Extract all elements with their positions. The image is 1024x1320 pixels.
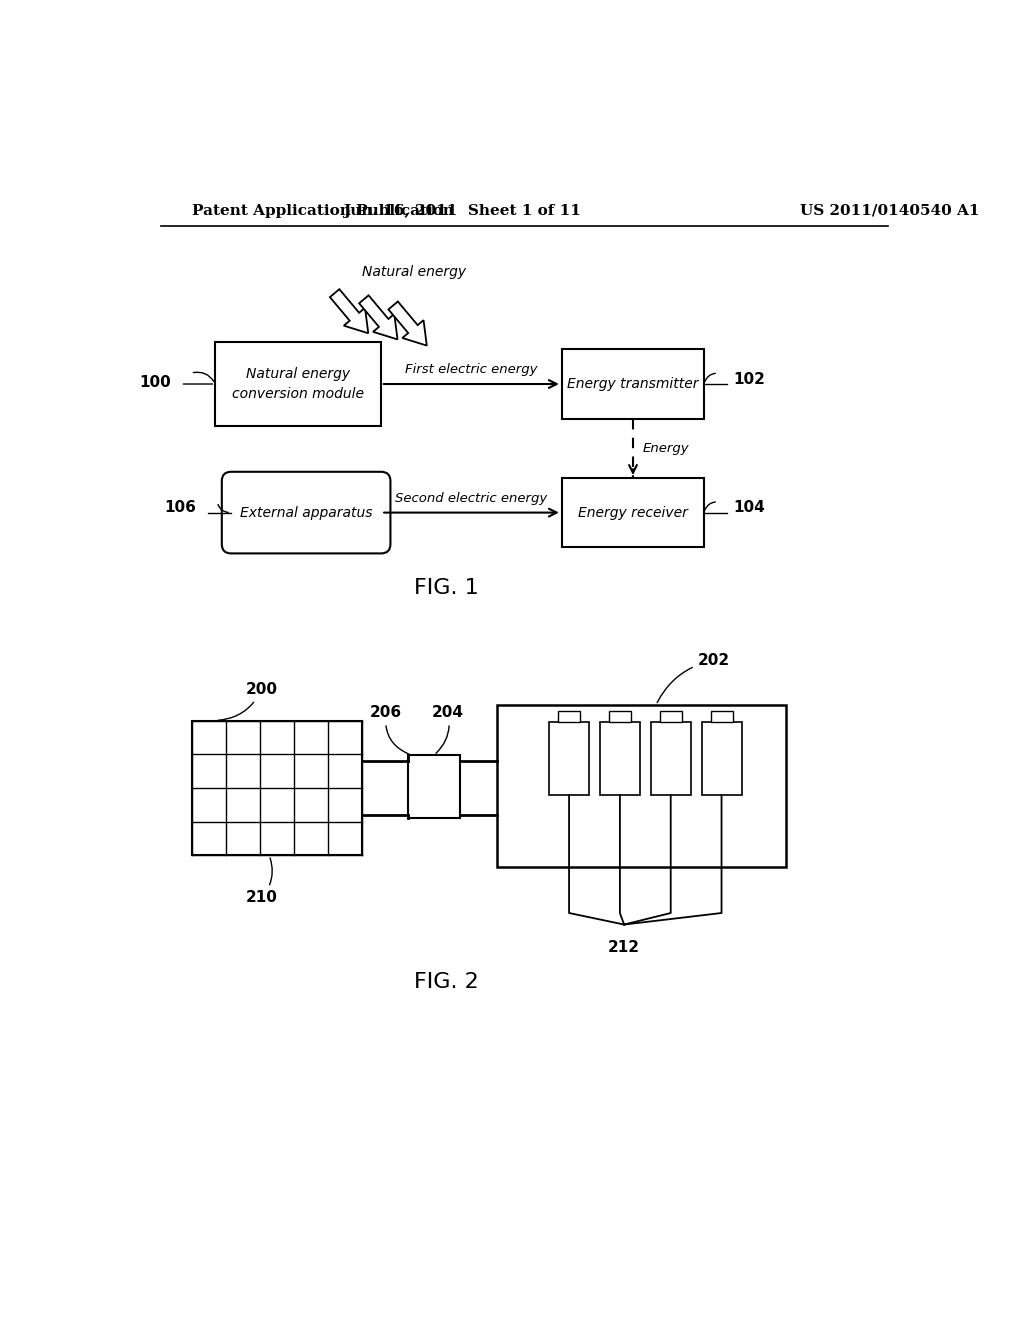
Bar bbox=[659, 711, 682, 722]
Bar bbox=[562, 350, 705, 418]
Bar bbox=[408, 755, 460, 818]
Text: Energy: Energy bbox=[642, 442, 689, 455]
Text: External apparatus: External apparatus bbox=[240, 506, 373, 520]
Text: FIG. 2: FIG. 2 bbox=[414, 973, 478, 993]
Text: 106: 106 bbox=[165, 500, 197, 516]
Bar bbox=[650, 722, 691, 795]
Text: Patent Application Publication: Patent Application Publication bbox=[193, 203, 455, 218]
Text: Energy transmitter: Energy transmitter bbox=[567, 378, 698, 391]
Text: US 2011/0140540 A1: US 2011/0140540 A1 bbox=[801, 203, 980, 218]
Bar bbox=[609, 711, 631, 722]
Polygon shape bbox=[330, 289, 369, 333]
Bar bbox=[497, 705, 785, 867]
Text: 104: 104 bbox=[733, 500, 765, 516]
FancyBboxPatch shape bbox=[222, 471, 390, 553]
Text: Natural energy
conversion module: Natural energy conversion module bbox=[232, 367, 365, 401]
Text: 100: 100 bbox=[139, 375, 171, 389]
Text: 200: 200 bbox=[218, 682, 278, 721]
Text: 202: 202 bbox=[657, 653, 730, 702]
Text: First electric energy: First electric energy bbox=[406, 363, 538, 376]
Text: Second electric energy: Second electric energy bbox=[395, 492, 548, 506]
Bar bbox=[701, 722, 741, 795]
Bar bbox=[558, 711, 580, 722]
Polygon shape bbox=[388, 301, 427, 346]
Text: FIG. 1: FIG. 1 bbox=[414, 578, 478, 598]
Bar bbox=[600, 722, 640, 795]
Text: 204: 204 bbox=[432, 705, 464, 754]
Bar bbox=[549, 722, 589, 795]
Bar bbox=[562, 478, 705, 548]
Bar bbox=[215, 342, 381, 426]
Text: 212: 212 bbox=[608, 940, 640, 954]
Bar bbox=[711, 711, 732, 722]
Text: Jun. 16, 2011  Sheet 1 of 11: Jun. 16, 2011 Sheet 1 of 11 bbox=[343, 203, 581, 218]
Text: 102: 102 bbox=[733, 372, 765, 387]
Text: Energy receiver: Energy receiver bbox=[578, 506, 688, 520]
Bar bbox=[193, 721, 361, 855]
Text: Natural energy: Natural energy bbox=[361, 265, 466, 280]
Text: 210: 210 bbox=[246, 858, 278, 906]
Text: 206: 206 bbox=[370, 705, 409, 754]
Polygon shape bbox=[359, 296, 397, 339]
